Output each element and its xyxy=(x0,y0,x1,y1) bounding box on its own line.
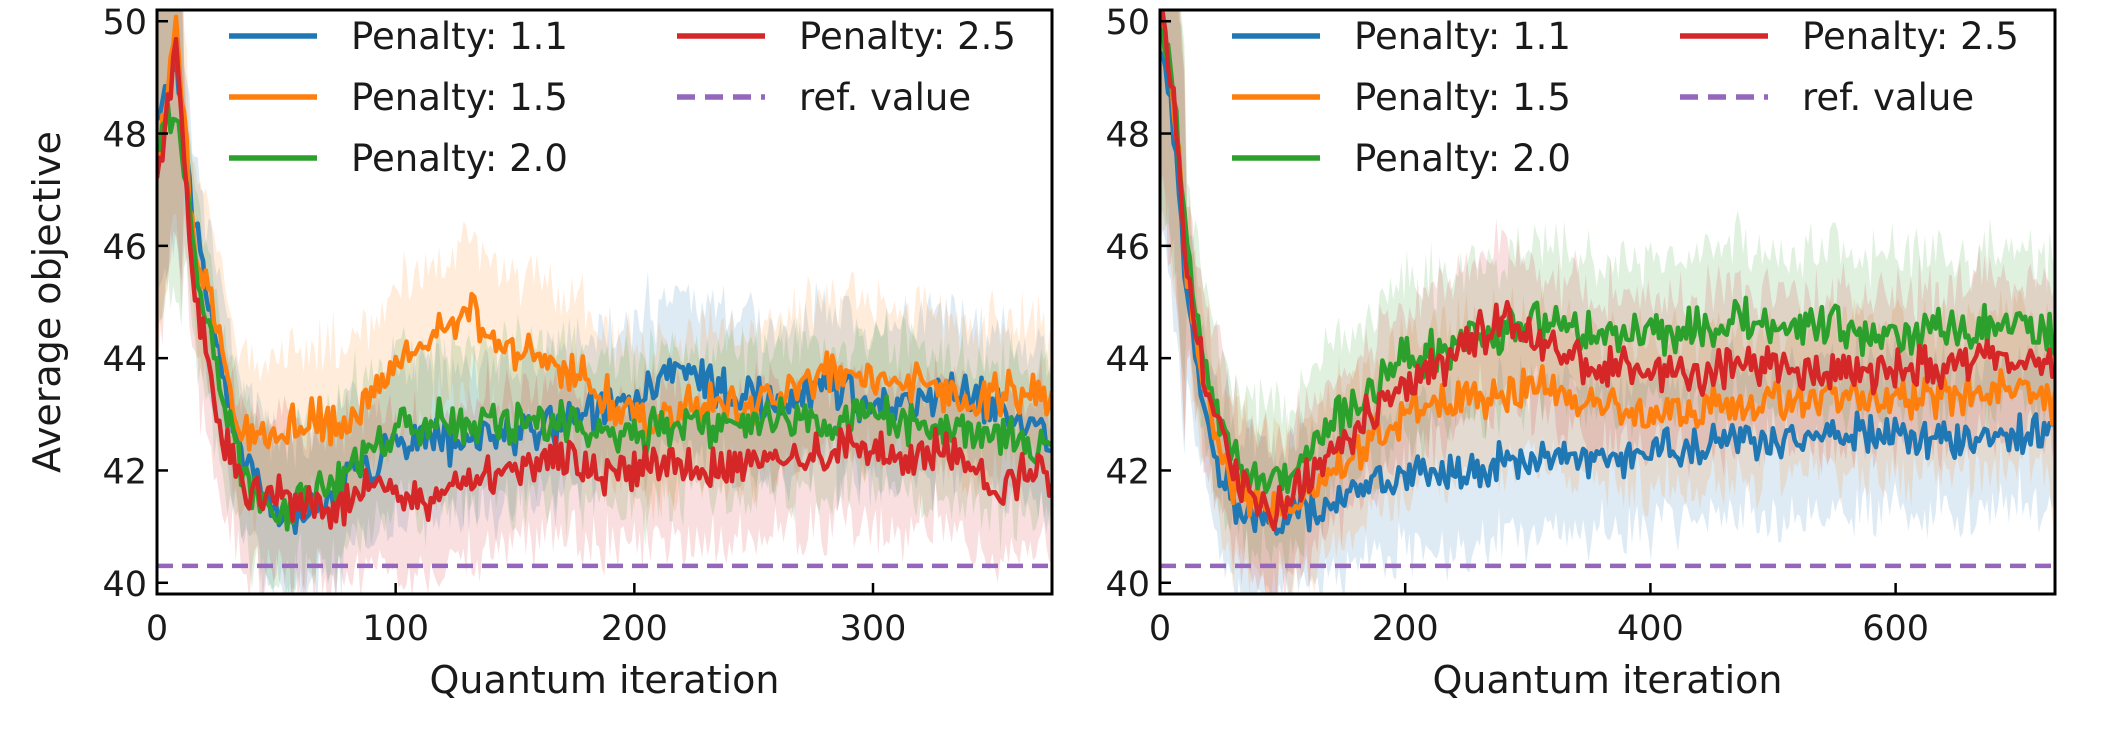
left-band-1 xyxy=(157,10,1052,538)
right-ytick-label-0: 40 xyxy=(1105,565,1150,605)
left-plot-area xyxy=(157,10,1052,594)
left-legend-label-4: ref. value xyxy=(799,76,971,119)
right-ytick-label-4: 48 xyxy=(1105,116,1150,156)
right-plot-area xyxy=(1160,10,2055,594)
right-xtick-label-0: 0 xyxy=(1149,609,1171,649)
left-panel: 0 100 200 300 40 42 44 46 48 50 Quantum iteration A… xyxy=(25,3,1054,702)
right-band-2 xyxy=(1160,10,2055,576)
left-xtick-label-0: 0 xyxy=(146,609,168,649)
left-ytick-label-4: 48 xyxy=(102,116,147,156)
right-band-3 xyxy=(1160,10,2055,594)
left-frame xyxy=(155,8,1054,596)
left-legend-label-3: Penalty: 2.5 xyxy=(799,15,1016,58)
right-frame xyxy=(1158,8,2057,596)
right-legend-label-4: ref. value xyxy=(1802,76,1974,119)
right-band-0 xyxy=(1160,10,2055,594)
left-series-line-1 xyxy=(157,14,1052,452)
left-xtick-label-2: 200 xyxy=(601,609,668,649)
right-panel: 0 200 400 600 40 42 44 46 48 50 Quantum iteration P… xyxy=(1105,3,2057,702)
left-legend-label-2: Penalty: 2.0 xyxy=(351,137,568,180)
right-band-1 xyxy=(1160,10,2055,594)
right-legend-label-3: Penalty: 2.5 xyxy=(1802,15,2019,58)
right-x-axis-label: Quantum iteration xyxy=(1433,658,1783,702)
left-series-line-3 xyxy=(157,36,1052,530)
right-xtick-label-1: 200 xyxy=(1372,609,1439,649)
right-legend-label-0: Penalty: 1.1 xyxy=(1354,15,1571,58)
left-ytick-label-1: 42 xyxy=(102,452,147,492)
right-ytick-label-5: 50 xyxy=(1105,3,1150,43)
right-legend-label-1: Penalty: 1.5 xyxy=(1354,76,1571,119)
right-xtick-label-2: 400 xyxy=(1617,609,1684,649)
left-legend-label-0: Penalty: 1.1 xyxy=(351,15,568,58)
right-legend-label-2: Penalty: 2.0 xyxy=(1354,137,1571,180)
left-x-axis-label: Quantum iteration xyxy=(430,658,780,702)
left-xtick-label-3: 300 xyxy=(840,609,907,649)
left-xtick-label-1: 100 xyxy=(362,609,429,649)
left-legend-label-1: Penalty: 1.5 xyxy=(351,76,568,119)
left-y-axis-label: Average objective xyxy=(25,131,69,473)
left-series-line-0 xyxy=(157,50,1052,536)
right-series-line-3 xyxy=(1160,10,2055,532)
right-ytick-label-3: 46 xyxy=(1105,228,1150,268)
left-ytick-label-0: 40 xyxy=(102,565,147,605)
right-xtick-label-3: 600 xyxy=(1862,609,1929,649)
left-ytick-label-2: 44 xyxy=(102,340,147,380)
right-series-line-2 xyxy=(1160,27,2055,495)
left-ytick-label-5: 50 xyxy=(102,3,147,43)
right-ytick-label-1: 42 xyxy=(1105,452,1150,492)
left-series-line-2 xyxy=(157,101,1052,532)
right-series-line-0 xyxy=(1160,51,2055,536)
left-ytick-label-3: 46 xyxy=(102,228,147,268)
right-ytick-label-2: 44 xyxy=(1105,340,1150,380)
